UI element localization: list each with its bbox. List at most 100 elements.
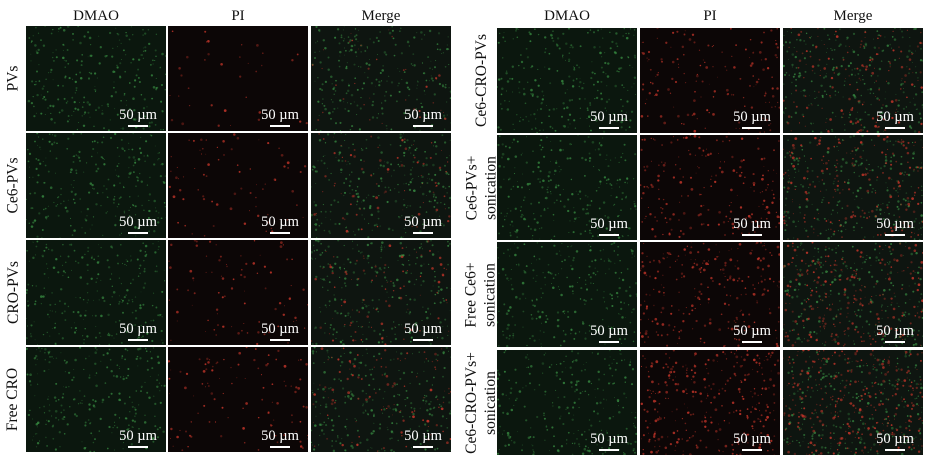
fluorescence-speckle bbox=[168, 240, 308, 345]
scale-bar: 50 µm bbox=[258, 214, 302, 234]
row-label-line: Ce6-CRO-PVs bbox=[472, 33, 490, 128]
scale-bar-line bbox=[128, 446, 148, 448]
column-header-merge: Merge bbox=[361, 8, 401, 24]
fluorescence-speckle bbox=[311, 133, 451, 238]
row-label-text: Ce6-PVs bbox=[4, 158, 23, 214]
fluorescence-speckle bbox=[497, 350, 637, 455]
scale-bar: 50 µm bbox=[873, 109, 917, 129]
fluorescence-speckle bbox=[26, 133, 166, 238]
fluorescence-speckle bbox=[783, 242, 923, 347]
scale-bar: 50 µm bbox=[873, 323, 917, 343]
fluorescence-speckle bbox=[311, 240, 451, 345]
scale-bar-line bbox=[742, 234, 762, 236]
row-label-line: Ce6-PVs bbox=[4, 157, 22, 214]
scale-bar: 50 µm bbox=[116, 428, 160, 448]
scale-bar-label: 50 µm bbox=[876, 323, 914, 339]
scale-bar: 50 µm bbox=[730, 216, 774, 236]
fluorescence-speckle bbox=[783, 28, 923, 133]
fluorescence-speckle bbox=[26, 347, 166, 452]
scale-bar-label: 50 µm bbox=[119, 214, 157, 230]
scale-bar-label: 50 µm bbox=[733, 431, 771, 447]
scale-bar-line bbox=[128, 232, 148, 234]
scale-bar-line bbox=[128, 339, 148, 341]
scale-bar-line bbox=[128, 125, 148, 127]
fluorescence-speckle bbox=[640, 242, 780, 347]
micrograph-dmao: 50 µm bbox=[26, 133, 166, 238]
micrograph-pi: 50 µm bbox=[168, 133, 308, 238]
scale-bar-label: 50 µm bbox=[119, 107, 157, 123]
scale-bar: 50 µm bbox=[873, 431, 917, 451]
scale-bar-line bbox=[599, 341, 619, 343]
scale-bar-label: 50 µm bbox=[119, 428, 157, 444]
row-label-line: Free CRO bbox=[4, 367, 22, 432]
fluorescence-speckle bbox=[640, 350, 780, 455]
fluorescence-speckle bbox=[783, 350, 923, 455]
scale-bar-line bbox=[742, 449, 762, 451]
micrograph-pi: 50 µm bbox=[640, 242, 780, 347]
scale-bar-label: 50 µm bbox=[590, 216, 628, 232]
scale-bar-label: 50 µm bbox=[261, 428, 299, 444]
scale-bar-line bbox=[413, 339, 433, 341]
scale-bar: 50 µm bbox=[116, 214, 160, 234]
micrograph-dmao: 50 µm bbox=[497, 350, 637, 455]
scale-bar-label: 50 µm bbox=[590, 323, 628, 339]
scale-bar-line bbox=[742, 341, 762, 343]
scale-bar-label: 50 µm bbox=[261, 321, 299, 337]
scale-bar: 50 µm bbox=[401, 107, 445, 127]
scale-bar-line bbox=[885, 449, 905, 451]
fluorescence-speckle bbox=[640, 28, 780, 133]
row-label: Ce6-PVs bbox=[0, 133, 26, 238]
scale-bar: 50 µm bbox=[730, 323, 774, 343]
scale-bar-label: 50 µm bbox=[404, 428, 442, 444]
scale-bar: 50 µm bbox=[401, 321, 445, 341]
micrograph-pi: 50 µm bbox=[168, 240, 308, 345]
row-label-text: CRO-PVs bbox=[4, 261, 23, 324]
micrograph-dmao: 50 µm bbox=[26, 347, 166, 452]
column-header-dmao: DMAO bbox=[544, 8, 590, 24]
row-label-line: Free Ce6+ bbox=[463, 261, 481, 328]
row-label-line: Ce6-CRO-PVs+ bbox=[463, 351, 480, 454]
scale-bar-label: 50 µm bbox=[590, 109, 628, 125]
micrograph-merge: 50 µm bbox=[783, 242, 923, 347]
row-label-line: PVs bbox=[4, 65, 22, 92]
micrograph-merge: 50 µm bbox=[311, 347, 451, 452]
scale-bar: 50 µm bbox=[258, 107, 302, 127]
fluorescence-speckle bbox=[311, 26, 451, 131]
scale-bar: 50 µm bbox=[401, 428, 445, 448]
scale-bar-line bbox=[270, 125, 290, 127]
row-label-text: Free CRO bbox=[4, 368, 23, 431]
fluorescence-speckle bbox=[168, 347, 308, 452]
row-label: Free Ce6+ sonication bbox=[463, 242, 499, 347]
scale-bar: 50 µm bbox=[587, 109, 631, 129]
row-label-line: CRO-PVs bbox=[4, 261, 22, 324]
row-label: Ce6-PVs+ sonication bbox=[463, 135, 499, 240]
fluorescence-speckle bbox=[783, 135, 923, 240]
scale-bar-line bbox=[885, 341, 905, 343]
scale-bar-label: 50 µm bbox=[876, 431, 914, 447]
column-header-pi: PI bbox=[703, 8, 717, 24]
column-header-pi: PI bbox=[231, 8, 245, 24]
scale-bar-line bbox=[413, 232, 433, 234]
scale-bar-label: 50 µm bbox=[404, 321, 442, 337]
scale-bar-line bbox=[270, 446, 290, 448]
fluorescence-speckle bbox=[27, 26, 166, 131]
micrograph-merge: 50 µm bbox=[311, 133, 451, 238]
micrograph-merge: 50 µm bbox=[783, 135, 923, 240]
scale-bar: 50 µm bbox=[258, 428, 302, 448]
scale-bar-line bbox=[742, 127, 762, 129]
scale-bar-label: 50 µm bbox=[119, 321, 157, 337]
scale-bar-label: 50 µm bbox=[261, 214, 299, 230]
micrograph-dmao: 50 µm bbox=[497, 28, 637, 133]
scale-bar-label: 50 µm bbox=[733, 216, 771, 232]
fluorescence-speckle bbox=[169, 30, 308, 127]
scale-bar-line bbox=[885, 127, 905, 129]
scale-bar: 50 µm bbox=[116, 107, 160, 127]
row-label: Ce6-CRO-PVs+ sonication bbox=[463, 350, 499, 455]
scale-bar-line bbox=[413, 125, 433, 127]
micrograph-merge: 50 µm bbox=[783, 28, 923, 133]
fluorescence-speckle bbox=[311, 347, 451, 452]
micrograph-dmao: 50 µm bbox=[497, 242, 637, 347]
scale-bar: 50 µm bbox=[116, 321, 160, 341]
scale-bar: 50 µm bbox=[873, 216, 917, 236]
scale-bar-label: 50 µm bbox=[404, 214, 442, 230]
